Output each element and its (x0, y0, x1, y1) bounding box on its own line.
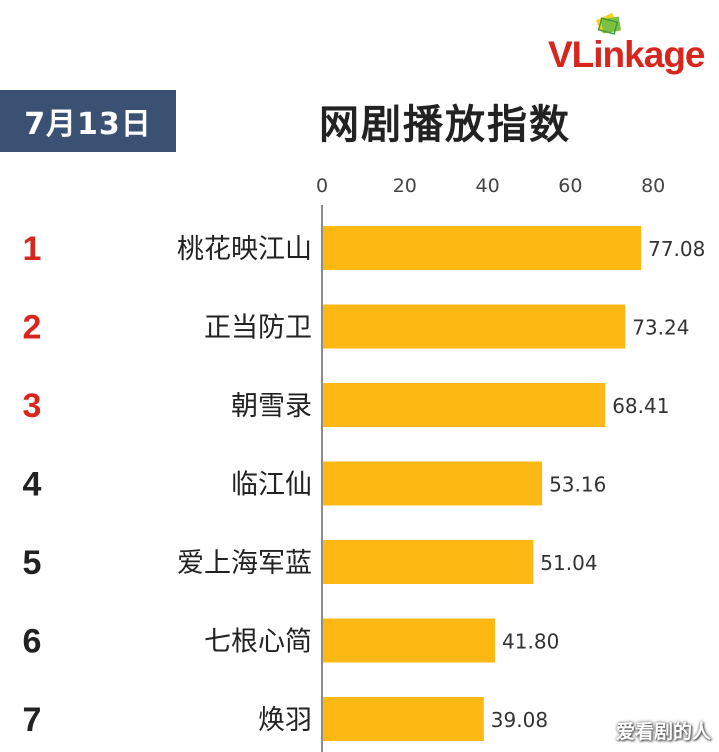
value-label: 73.24 (632, 316, 689, 340)
bar (323, 304, 626, 349)
rank-number: 2 (23, 309, 42, 347)
x-tick-label: 60 (558, 175, 582, 197)
rank-number: 5 (23, 544, 42, 582)
value-label: 39.08 (491, 708, 548, 732)
x-tick-label: 0 (316, 175, 328, 197)
value-label: 68.41 (612, 394, 669, 418)
bar (323, 226, 642, 270)
logo-text: VLinkage (548, 34, 706, 76)
watermark: 爱看剧的人 (615, 721, 711, 743)
rank-number: 6 (23, 623, 42, 661)
bar (323, 697, 484, 741)
rank-number: 1 (23, 230, 42, 268)
category-label: 七根心简 (204, 627, 312, 658)
bar (323, 461, 543, 506)
bar (323, 383, 606, 427)
x-tick-label: 20 (393, 175, 417, 197)
value-label: 41.80 (502, 630, 559, 654)
x-tick-label: 80 (641, 175, 665, 197)
vlinkage-logo: VLinkage (548, 10, 718, 80)
category-label: 正当防卫 (204, 313, 312, 344)
value-label: 77.08 (648, 237, 705, 261)
logo-text-rest: kage (624, 34, 705, 75)
value-label: 53.16 (549, 473, 606, 497)
x-tick-label: 40 (476, 175, 500, 197)
category-label: 朝雪录 (231, 391, 312, 422)
date-badge: 7月13日 (0, 90, 176, 152)
category-label: 焕羽 (258, 705, 312, 736)
logo-text-v: VLin (548, 34, 625, 75)
value-label: 51.04 (540, 551, 597, 575)
rank-number: 4 (23, 466, 42, 504)
bar (323, 540, 534, 584)
logo-cards-icon (595, 12, 622, 35)
category-label: 临江仙 (231, 470, 312, 501)
bar (323, 618, 496, 663)
chart-title: 网剧播放指数 (319, 102, 571, 148)
rank-number: 7 (23, 701, 42, 739)
category-label: 爱上海军蓝 (177, 548, 312, 579)
rank-number: 3 (23, 387, 42, 425)
category-label: 桃花映江山 (177, 234, 312, 265)
